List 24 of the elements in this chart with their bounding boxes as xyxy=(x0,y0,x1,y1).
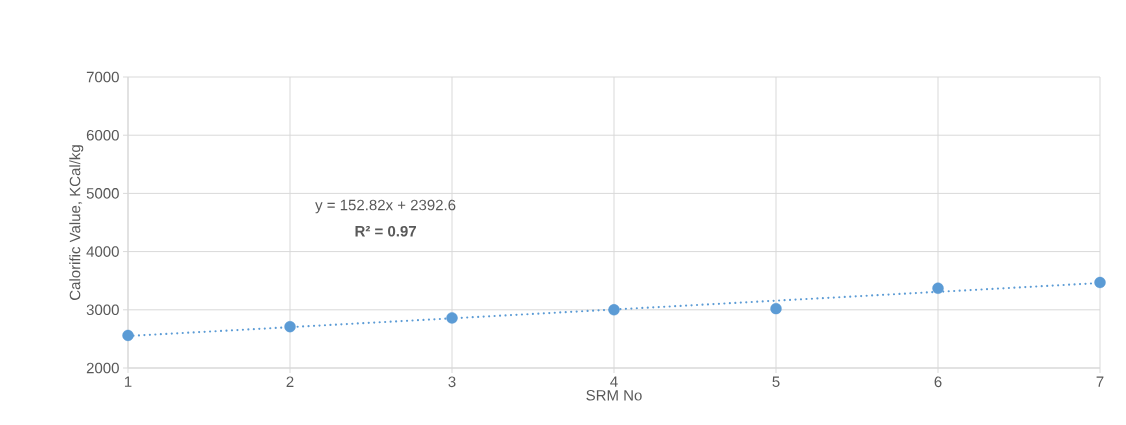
x-tick-label: 4 xyxy=(610,376,618,387)
point xyxy=(770,302,782,315)
x-tick-label: 7 xyxy=(1096,376,1104,387)
point xyxy=(932,282,944,294)
point xyxy=(284,321,296,333)
x-tick-label: 3 xyxy=(448,376,456,388)
x-tick-label: 1 xyxy=(124,376,132,387)
point xyxy=(446,312,458,324)
x-tick-label: 2 xyxy=(286,376,294,387)
y-tick-label: 3000 xyxy=(86,304,119,316)
y-tick-label: 5000 xyxy=(86,188,119,199)
x-tick-label: 5 xyxy=(772,376,780,387)
annotation: y = 152.82x + 2392.6 xyxy=(315,199,456,214)
point xyxy=(122,329,134,342)
y-tick-label: 6000 xyxy=(86,129,119,141)
y-tick-label: 7000 xyxy=(86,71,119,83)
x-tick-label: 6 xyxy=(934,376,942,388)
x-axis-title: SRM No xyxy=(586,389,642,401)
point xyxy=(608,304,620,316)
y-axis-title: Calorific Value, KCal/kg xyxy=(69,145,84,300)
y-tick-label: 2000 xyxy=(86,362,119,374)
point xyxy=(1094,276,1106,289)
annotation: R² = 0.97 xyxy=(355,225,416,237)
y-tick-label: 4000 xyxy=(86,246,119,257)
